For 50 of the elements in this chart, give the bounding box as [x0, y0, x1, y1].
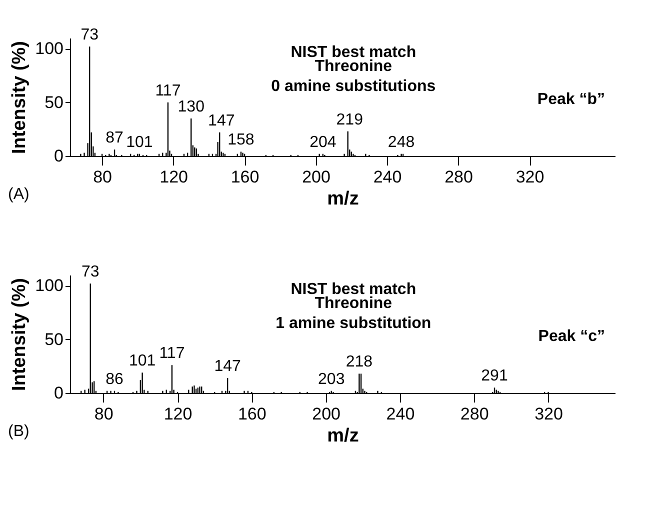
annotation: 204: [310, 134, 336, 151]
annotation: 101: [126, 134, 153, 151]
x-tick-label: 320: [516, 168, 544, 186]
x-tick-label: 320: [534, 404, 563, 424]
x-axis-title: m/z: [327, 188, 359, 210]
annotation: 147: [214, 358, 242, 375]
y-tick-label: 0: [54, 146, 64, 166]
y-tick-label: 100: [35, 39, 64, 58]
annotation: 291: [481, 368, 508, 385]
annotation: 73: [80, 26, 99, 44]
annotation: 101: [128, 352, 156, 370]
y-axis-title: Intensity (%): [9, 278, 30, 391]
annotation: 117: [155, 82, 181, 100]
text: (B): [8, 423, 30, 440]
annotation: 203: [318, 370, 345, 388]
y-tick-label: 50: [44, 330, 64, 349]
annotation: 158: [228, 132, 254, 149]
x-tick-label: 80: [93, 168, 112, 186]
x-tick-label: 240: [373, 168, 402, 186]
annotation: 218: [346, 354, 373, 371]
annotation: 1 amine substitution: [276, 315, 432, 332]
annotation: 87: [106, 130, 124, 147]
annotation: Peak “b”: [537, 91, 605, 108]
annotation: 117: [159, 345, 185, 362]
annotation: Peak “c”: [538, 328, 605, 346]
x-tick-label: 120: [164, 404, 192, 424]
x-axis-title: m/z: [327, 426, 359, 446]
annotation: 0 amine substitutions: [271, 78, 436, 95]
x-tick-label: 200: [302, 168, 330, 186]
annotation: 219: [336, 111, 364, 128]
x-tick-label: 120: [160, 168, 188, 186]
annotation: 147: [208, 112, 235, 130]
text: (A): [8, 186, 30, 203]
x-tick-label: 280: [460, 404, 489, 424]
text: Threonine: [314, 58, 392, 75]
x-tick-label: 160: [230, 168, 260, 186]
x-tick-label: 280: [444, 168, 473, 186]
annotation: 130: [178, 98, 205, 116]
annotation: 73: [81, 264, 100, 281]
y-tick-label: 0: [54, 384, 64, 402]
text: Threonine: [314, 295, 392, 312]
x-tick-label: 80: [94, 404, 114, 424]
y-axis-title: Intensity (%): [9, 41, 30, 154]
y-tick-label: 100: [35, 276, 64, 296]
x-tick-label: 160: [238, 404, 266, 424]
x-tick-label: 240: [386, 404, 415, 424]
x-tick-label: 200: [312, 404, 341, 424]
annotation: 248: [388, 134, 415, 151]
annotation: 86: [106, 370, 124, 388]
y-tick-label: 50: [44, 92, 64, 112]
